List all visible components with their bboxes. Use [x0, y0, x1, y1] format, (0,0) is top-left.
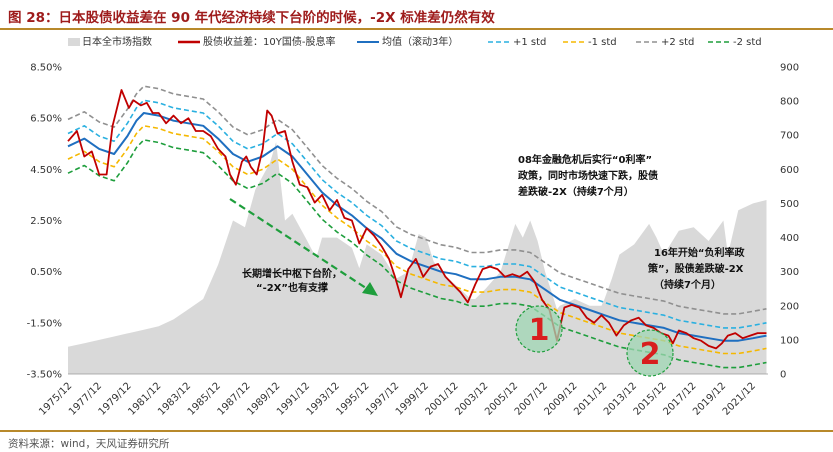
trend-arrow-line: [229, 198, 373, 293]
title-divider: [0, 28, 833, 30]
annotation-text: （持续7个月）: [654, 278, 721, 291]
y-left-tick-label: -1.50%: [27, 318, 62, 329]
series-plus1-std-line: [67, 99, 767, 329]
legend-swatch: [68, 38, 80, 46]
y-right-tick-label: 600: [780, 165, 799, 176]
y-left-tick-label: 2.50%: [30, 216, 62, 227]
y-right-tick-label: 100: [780, 335, 799, 346]
y-right-tick-label: 300: [780, 267, 799, 278]
series-plus2-std-line: [67, 85, 767, 315]
legend-label: -2 std: [733, 37, 762, 48]
annotation-text: 策”，股债差跌破-2X: [648, 262, 744, 275]
page-title: 图 28：日本股债收益差在 90 年代经济持续下台阶的时候，-2X 标准差仍然有…: [8, 10, 495, 26]
chart: 8.50% 6.50% 4.50% 2.50% 0.50% -1.50% -3.50% 900…: [27, 35, 799, 418]
y-right-tick-label: 500: [780, 199, 799, 210]
marker-1-circle: [515, 305, 563, 353]
y-right-tick-label: 900: [780, 63, 799, 74]
y-left-tick-label: 0.50%: [30, 267, 62, 278]
annotation-text: 长期增长中枢下台阶，: [242, 267, 342, 280]
legend-label: -1 std: [588, 37, 617, 48]
legend-label: +2 std: [661, 37, 694, 48]
series-market-index-area: [68, 142, 767, 374]
legend-label: 日本全市场指数: [82, 35, 152, 48]
annotation-text: 政策，同时市场快速下跌，股债: [518, 169, 658, 182]
marker-1-label: 1: [529, 313, 550, 348]
series-mean-line: [67, 112, 767, 342]
legend-label: 股债收益差：10Y国债-股息率: [203, 35, 335, 48]
trend-arrow-head: [362, 282, 378, 296]
legend-label: +1 std: [513, 37, 546, 48]
y-left-tick-label: -3.50%: [27, 370, 62, 381]
y-right-tick-label: 700: [780, 131, 799, 142]
y-right-tick-label: 200: [780, 301, 799, 312]
marker-2-circle: [626, 329, 674, 377]
y-right-tick-label: 400: [780, 233, 799, 244]
series-spread-line: [67, 89, 767, 350]
y-left-tick-label: 6.50%: [30, 114, 62, 125]
x-tick-label: 2021/12: [721, 381, 758, 418]
y-left-tick-label: 4.50%: [30, 165, 62, 176]
legend-label: 均值（滚动3年）: [382, 35, 458, 48]
y-right-tick-label: 0: [780, 370, 786, 381]
y-left-tick-label: 8.50%: [30, 63, 62, 74]
annotation-text: “-2X”也有支撑: [256, 281, 328, 294]
annotation-text: 16年开始“负利率政: [654, 246, 745, 259]
annotation-text: 08年金融危机后实行“0利率”: [518, 153, 652, 166]
source-divider: [0, 430, 833, 432]
marker-2-label: 2: [640, 337, 661, 372]
annotation-text: 差跌破-2X（持续7个月）: [518, 185, 634, 198]
source-note: 资料来源：wind，天风证券研究所: [8, 438, 170, 450]
y-right-tick-label: 800: [780, 97, 799, 108]
